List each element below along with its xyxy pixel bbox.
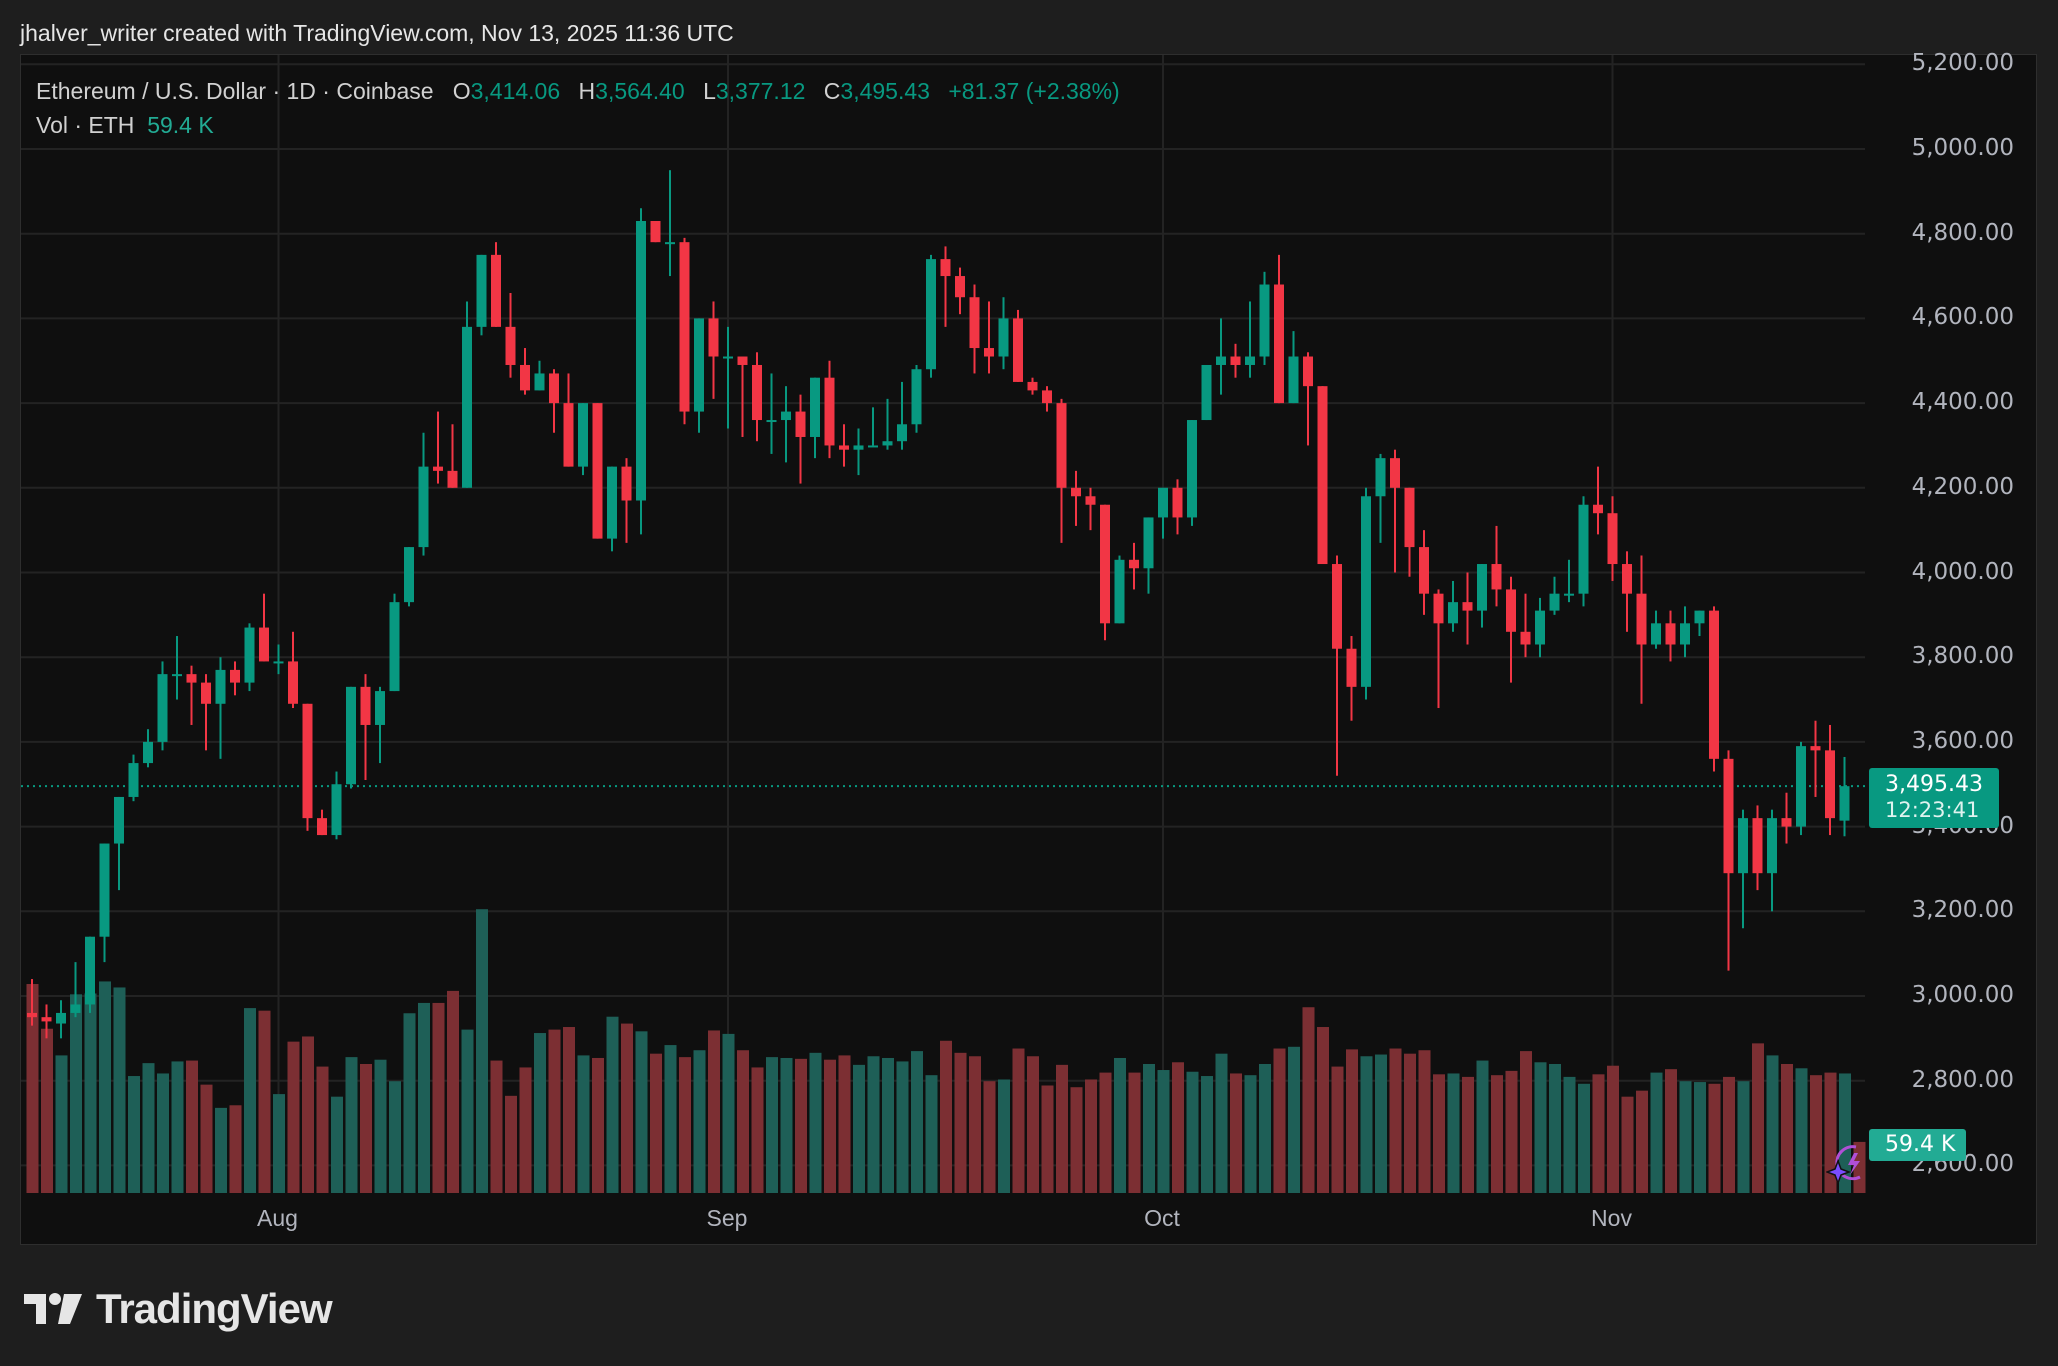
last-volume-tag: 59.4 K: [1869, 1129, 1966, 1161]
price-axis-label: 4,000.00: [1911, 558, 2014, 585]
volume-label[interactable]: Vol · ETH: [36, 112, 135, 138]
price-axis-label: 3,600.00: [1911, 727, 2014, 754]
price-axis-label: 4,600.00: [1911, 304, 2014, 331]
time-axis-label: Nov: [1591, 1205, 1632, 1231]
tradingview-logo-icon: [24, 1293, 82, 1324]
ohlc-row: Ethereum / U.S. Dollar · 1D · Coinbase O…: [36, 74, 1132, 108]
time-axis-label: Sep: [706, 1205, 748, 1231]
close-value: 3,495.43: [840, 78, 930, 104]
last-price-tag: 3,495.43 12:23:41: [1869, 768, 1999, 828]
price-axis-label: 5,200.00: [1911, 50, 2014, 77]
time-axis-label: Oct: [1144, 1205, 1180, 1231]
change-value: +81.37 (+2.38%): [948, 78, 1120, 104]
open-label: O: [452, 78, 471, 104]
price-axis-label: 4,400.00: [1911, 389, 2014, 416]
low-label: L: [703, 78, 716, 104]
low-value: 3,377.12: [715, 78, 806, 104]
price-axis-label: 2,800.00: [1911, 1066, 2014, 1093]
price-axis-label: 3,000.00: [1911, 982, 2014, 1008]
price-axis-label: 5,000.00: [1911, 135, 2014, 161]
price-axis-label: 3,800.00: [1911, 643, 2014, 670]
price-axis-label: 4,200.00: [1911, 473, 2014, 500]
volume-row: Vol · ETH 59.4 K: [36, 108, 1132, 142]
volume-value: 59.4 K: [147, 112, 214, 138]
candlestick-chart[interactable]: [21, 55, 2038, 1246]
close-label: C: [823, 78, 841, 104]
chart-pane[interactable]: [20, 54, 2037, 1245]
high-value: 3,564.40: [595, 78, 685, 104]
time-axis-label: Aug: [257, 1205, 298, 1231]
high-label: H: [578, 78, 596, 104]
price-axis-label: 4,800.00: [1911, 219, 2014, 246]
symbol-title[interactable]: Ethereum / U.S. Dollar · 1D · Coinbase: [36, 78, 434, 104]
tradingview-logo-text: TradingView: [96, 1285, 333, 1332]
price-axis-label: 3,200.00: [1911, 897, 2014, 924]
chart-attribution: jhalver_writer created with TradingView.…: [20, 20, 734, 46]
tradingview-logo[interactable]: TradingView: [24, 1285, 333, 1333]
ai-assistant-icon[interactable]: [1826, 1141, 1870, 1185]
chart-legend: Ethereum / U.S. Dollar · 1D · Coinbase O…: [36, 74, 1132, 142]
bar-countdown: 12:23:41: [1885, 798, 1980, 822]
open-value: 3,414.06: [470, 78, 561, 104]
last-price: 3,495.43: [1885, 772, 1983, 797]
